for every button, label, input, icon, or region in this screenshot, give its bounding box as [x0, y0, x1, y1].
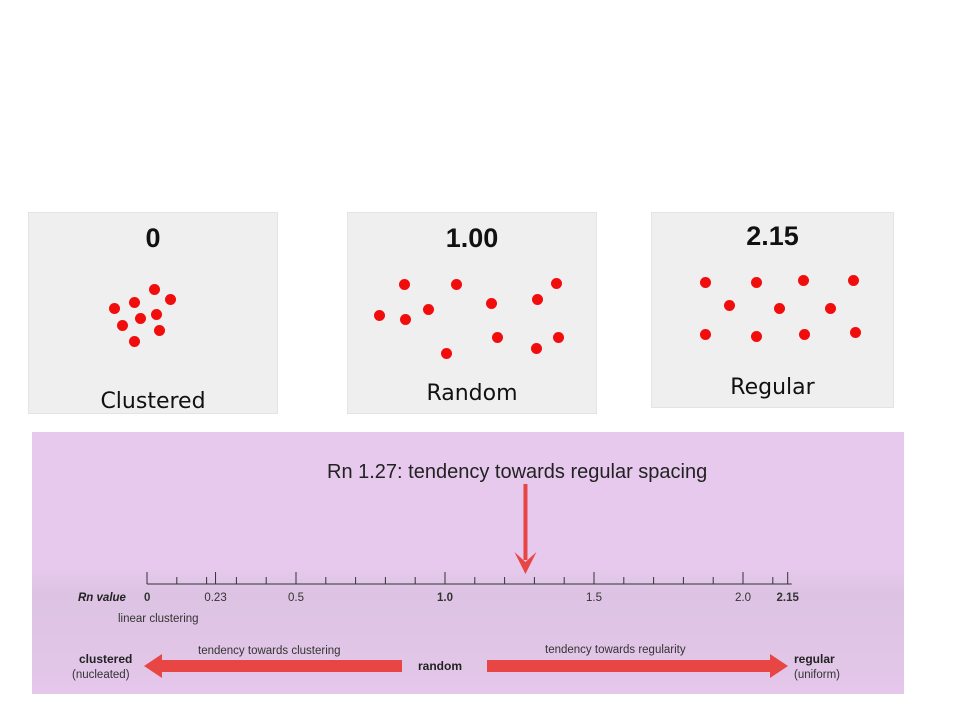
- point-dot: [797, 274, 809, 286]
- point-dot: [422, 303, 434, 315]
- rn-scale-svg: Rn 1.27: tendency towards regular spacin…: [72, 461, 840, 681]
- point-dot: [723, 299, 735, 311]
- point-dot: [116, 319, 128, 331]
- axis-tick-label: 1.5: [586, 592, 602, 604]
- left-arrow: [144, 654, 402, 678]
- axis-tick-label: 2.0: [735, 592, 751, 604]
- point-dot: [824, 302, 836, 314]
- point-dot: [150, 308, 162, 320]
- rn-scale-diagram: Rn 1.27: tendency towards regular spacin…: [32, 432, 904, 694]
- regular-panel: 2.15 Regular: [651, 212, 894, 408]
- axis-tick-label: 2.15: [777, 592, 800, 604]
- clustered-end-sublabel: (nucleated): [72, 669, 130, 681]
- center-label: random: [418, 659, 462, 673]
- right-tendency-label: tendency towards regularity: [545, 644, 686, 656]
- point-dot: [153, 324, 165, 336]
- point-dot: [491, 331, 503, 343]
- point-dot: [550, 277, 562, 289]
- right-arrow: [487, 654, 788, 678]
- point-dot: [128, 335, 140, 347]
- point-dot: [531, 293, 543, 305]
- point-dot: [750, 276, 762, 288]
- point-dot: [699, 328, 711, 340]
- point-dot: [134, 312, 146, 324]
- axis-tick-label: 0.23: [204, 592, 226, 604]
- point-dot: [849, 326, 861, 338]
- point-dot: [485, 297, 497, 309]
- point-dot: [128, 296, 140, 308]
- regular-end-label: regular: [794, 652, 835, 666]
- axis-tick-labels: 0 0.23 0.5 1.0 1.5 2.0 2.15: [144, 592, 799, 604]
- axis-tick-label: 1.0: [437, 592, 453, 604]
- panel-value: 0: [145, 223, 161, 253]
- panel-value: 1.00: [445, 223, 499, 253]
- marker-arrow: [514, 484, 537, 574]
- axis-label: Rn value: [78, 592, 127, 604]
- point-dot: [798, 328, 810, 340]
- left-tendency-label: tendency towards clustering: [198, 645, 341, 657]
- point-dot: [847, 274, 859, 286]
- point-dot: [530, 342, 542, 354]
- axis-tick-label: 0.5: [288, 592, 304, 604]
- point-dot: [164, 293, 176, 305]
- regular-end-sublabel: (uniform): [794, 669, 840, 681]
- point-dot: [773, 302, 785, 314]
- point-dot: [440, 347, 452, 359]
- clustered-end-label: clustered: [79, 652, 132, 666]
- random-panel: 1.00 Random: [347, 212, 597, 414]
- panel-label: Regular: [730, 375, 815, 400]
- point-dot: [373, 309, 385, 321]
- panel-label: Clustered: [100, 389, 206, 414]
- clustered-panel: 0 Clustered: [28, 212, 278, 414]
- point-dot: [108, 302, 120, 314]
- point-dot: [750, 330, 762, 342]
- point-dot: [552, 331, 564, 343]
- linear-clustering-label: linear clustering: [118, 613, 199, 625]
- point-dot: [148, 283, 160, 295]
- point-dot: [450, 278, 462, 290]
- axis-tick-label: 0: [144, 592, 150, 604]
- point-dot: [699, 276, 711, 288]
- panel-label: Random: [426, 381, 518, 406]
- axis-ticks: [146, 572, 789, 584]
- panel-value: 2.15: [746, 221, 799, 251]
- scale-headline: Rn 1.27: tendency towards regular spacin…: [327, 461, 707, 483]
- point-dot: [399, 313, 411, 325]
- point-dot: [398, 278, 410, 290]
